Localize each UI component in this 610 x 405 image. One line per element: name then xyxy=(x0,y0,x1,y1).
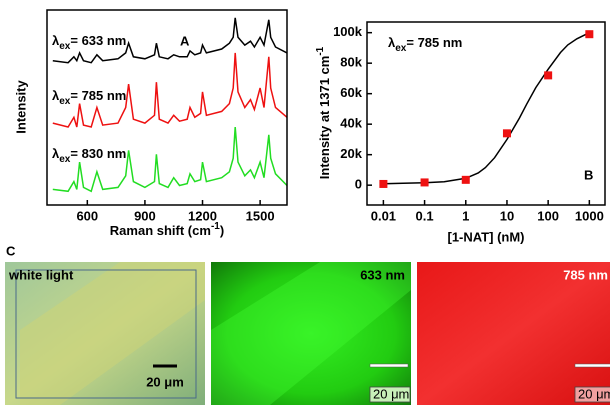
figure: λex= 633 nm λex= 785 nm λex= 830 nm 600 900 1… xyxy=(0,0,610,405)
x-tick-label: 1500 xyxy=(246,208,275,223)
x-tick-label: 0.01 xyxy=(371,208,396,223)
y-tick-label: 80k xyxy=(340,55,362,70)
text-part: ex xyxy=(59,96,71,107)
legend-label: λex= 785 nm xyxy=(52,88,126,106)
panel-label: A xyxy=(180,33,190,48)
scale-bar xyxy=(575,364,610,367)
text-part: ex xyxy=(395,43,407,54)
data-point xyxy=(462,176,470,184)
page: λex= 633 nm λex= 785 nm λex= 830 nm 600 900 1… xyxy=(0,0,610,405)
text-part: ex xyxy=(59,41,71,52)
panel-label: B xyxy=(584,167,593,182)
x-axis-label: Raman shift (cm-1) xyxy=(110,221,224,239)
x-tick-label: 1 xyxy=(462,208,469,223)
photo xyxy=(417,262,610,405)
legend-label: λex= 633 nm xyxy=(52,33,126,51)
text-part: ex xyxy=(59,154,71,165)
image-label: 633 nm xyxy=(360,267,405,282)
scale-label: 20 μm xyxy=(373,386,409,401)
y-tick-label: 100k xyxy=(333,24,363,39)
text-part: = 633 nm xyxy=(70,33,126,48)
x-tick-label: 100 xyxy=(537,208,559,223)
y-tick-label: 40k xyxy=(340,116,362,131)
image-label: 785 nm xyxy=(563,267,608,282)
text-part: Raman shift (cm xyxy=(110,223,211,238)
data-point xyxy=(421,178,429,186)
x-tick-label: 10 xyxy=(500,208,514,223)
y-axis-label: Intensity at 1371 cm-1 xyxy=(315,46,333,179)
y-axis-label: Intensity xyxy=(13,80,28,134)
chart-title: λex= 785 nm xyxy=(388,35,462,53)
text-part: = 785 nm xyxy=(70,88,126,103)
data-point xyxy=(503,129,511,137)
text-part: ) xyxy=(220,223,224,238)
y-tick-label: 0 xyxy=(355,177,362,192)
text-part: -1 xyxy=(315,46,326,55)
y-tick-label: 20k xyxy=(340,146,362,161)
text-part: = 830 nm xyxy=(70,146,126,161)
x-tick-label: 600 xyxy=(76,208,98,223)
x-axis-label: [1-NAT] (nM) xyxy=(447,229,524,244)
image-label: white light xyxy=(8,267,74,282)
data-point xyxy=(585,30,593,38)
fit-curve xyxy=(383,33,589,184)
scale-label: 20 μm xyxy=(146,374,184,389)
y-tick-label: 60k xyxy=(340,85,362,100)
text-part: = 785 nm xyxy=(406,35,462,50)
text-part: Intensity at 1371 cm xyxy=(317,56,332,180)
x-tick-label: 1000 xyxy=(575,208,604,223)
data-point xyxy=(544,71,552,79)
scale-label: 20 μm xyxy=(578,386,610,401)
scale-bar xyxy=(370,364,408,367)
x-tick-label: 900 xyxy=(134,208,156,223)
data-point xyxy=(379,180,387,188)
legend-label: λex= 830 nm xyxy=(52,146,126,164)
x-tick-label: 0.1 xyxy=(416,208,434,223)
panel-label: C xyxy=(6,243,16,258)
